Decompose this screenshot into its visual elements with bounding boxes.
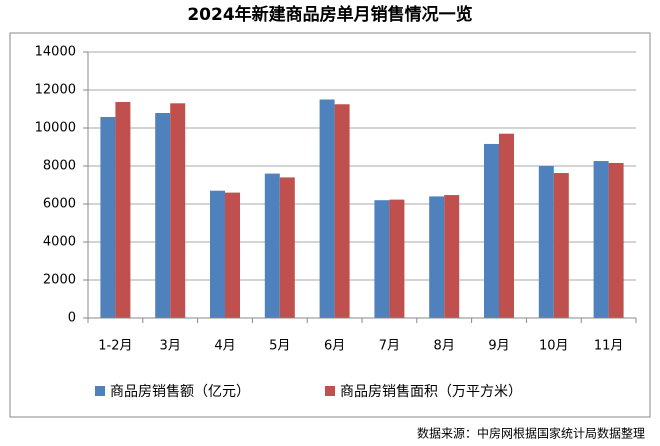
bar xyxy=(444,195,460,318)
legend-swatch xyxy=(95,386,105,396)
x-tick-label: 10月 xyxy=(539,339,569,354)
bar xyxy=(553,173,569,318)
bar xyxy=(499,133,514,318)
bar xyxy=(264,173,280,318)
y-tick-label: 12000 xyxy=(35,83,76,98)
y-tick-label: 4000 xyxy=(43,235,76,250)
x-tick-label: 4月 xyxy=(214,339,235,354)
bar xyxy=(100,116,116,318)
bar xyxy=(593,161,609,318)
legend-label: 商品房销售额（亿元） xyxy=(110,384,250,400)
y-tick-label: 2000 xyxy=(43,273,76,288)
x-tick-label: 5月 xyxy=(269,339,290,354)
y-tick-label: 14000 xyxy=(35,45,76,60)
y-tick-label: 10000 xyxy=(35,121,76,136)
bar xyxy=(374,200,390,318)
bar xyxy=(170,103,186,318)
bar xyxy=(484,143,499,318)
y-tick-label: 0 xyxy=(68,311,76,326)
x-tick-label: 6月 xyxy=(324,339,345,354)
chart-border xyxy=(9,32,651,418)
source-note: 数据来源：中房网根据国家统计局数据整理 xyxy=(417,426,645,441)
bar xyxy=(429,196,445,318)
y-tick-label: 6000 xyxy=(43,197,76,212)
bar xyxy=(538,166,554,318)
chart-title: 2024年新建商品房单月销售情况一览 xyxy=(187,4,472,25)
x-tick-label: 8月 xyxy=(434,339,455,354)
x-tick-label: 3月 xyxy=(160,339,181,354)
bar xyxy=(155,112,171,319)
bar xyxy=(334,104,350,318)
bar xyxy=(319,99,335,318)
bar xyxy=(389,199,405,318)
bar xyxy=(608,162,624,318)
x-tick-label: 9月 xyxy=(488,339,509,354)
x-tick-label: 11月 xyxy=(594,339,624,354)
y-tick-label: 8000 xyxy=(43,159,76,174)
x-tick-label: 1-2月 xyxy=(98,339,132,354)
bar xyxy=(279,177,295,318)
legend-swatch xyxy=(325,386,335,396)
legend-label: 商品房销售面积（万平方米） xyxy=(340,384,522,400)
bar xyxy=(115,101,131,318)
bar xyxy=(210,190,225,318)
x-tick-label: 7月 xyxy=(379,339,400,354)
bar xyxy=(225,192,240,318)
